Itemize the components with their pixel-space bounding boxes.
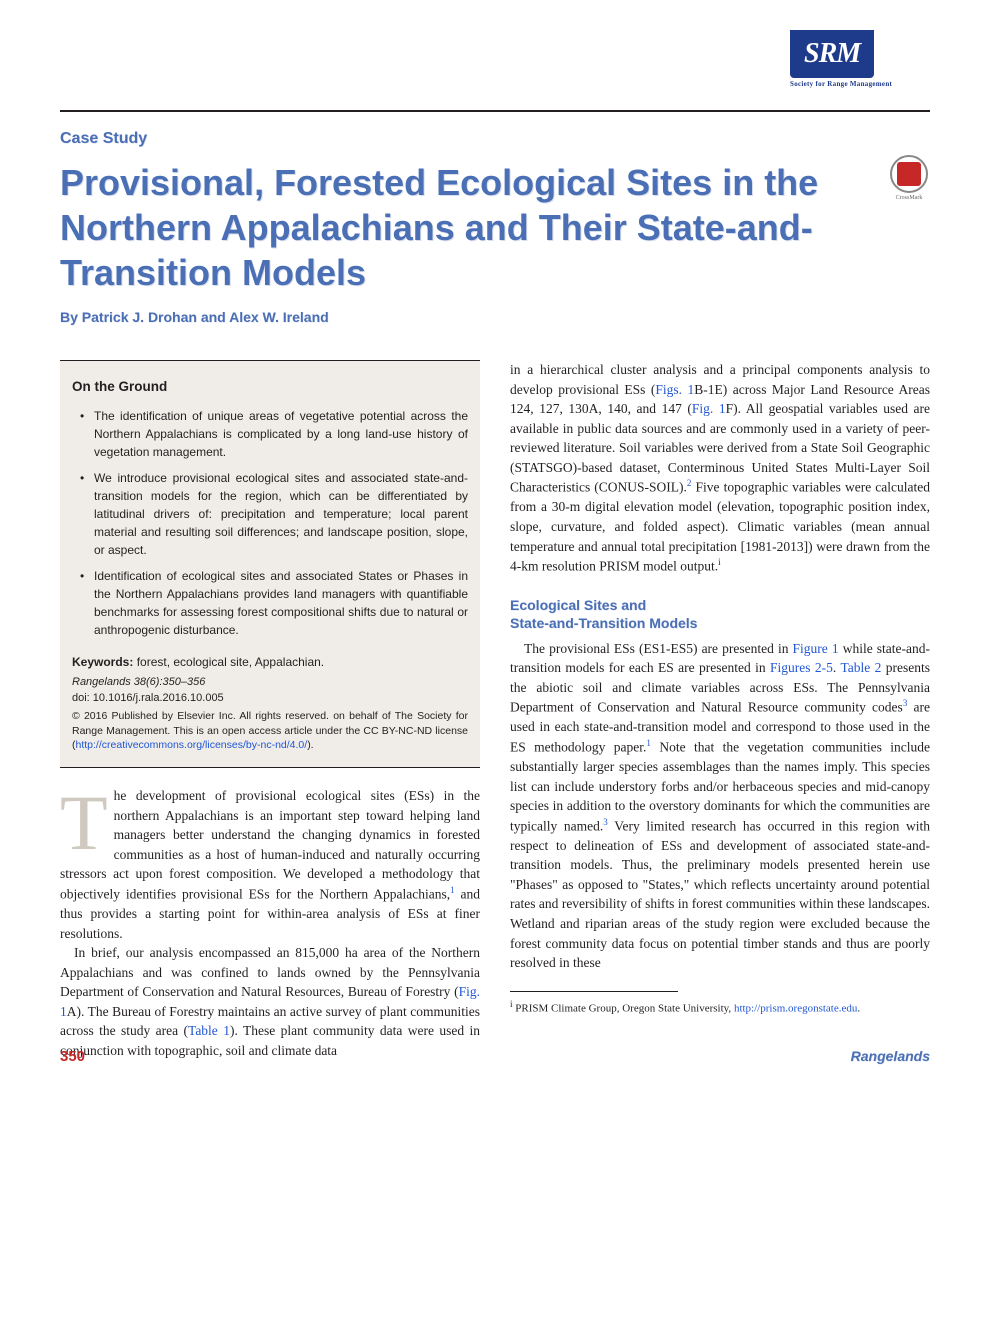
logo-text: SRM <box>790 30 874 78</box>
left-column: On the Ground The identification of uniq… <box>60 360 480 1060</box>
table-1-link[interactable]: Table 1 <box>188 1023 230 1038</box>
p2-text-a: In brief, our analysis encompassed an 81… <box>60 945 480 999</box>
figs-1b-link[interactable]: Figs. 1 <box>655 382 694 397</box>
license-link[interactable]: http://creativecommons.org/licenses/by-n… <box>76 739 308 751</box>
figure-1-link[interactable]: Figure 1 <box>793 641 839 656</box>
article-type: Case Study <box>60 130 930 148</box>
table-2-link[interactable]: Table 2 <box>840 660 881 675</box>
on-the-ground-list: The identification of unique areas of ve… <box>72 407 468 639</box>
crossmark-icon <box>897 162 921 186</box>
on-the-ground-box: On the Ground The identification of uniq… <box>60 360 480 768</box>
journal-name-footer: Rangelands <box>851 1048 930 1065</box>
keywords-text: forest, ecological site, Appalachian. <box>133 655 324 669</box>
top-rule <box>60 110 930 112</box>
p4-text-a: The provisional ESs (ES1-ES5) are presen… <box>524 641 793 656</box>
doi: doi: 10.1016/j.rala.2016.10.005 <box>72 691 468 706</box>
keywords-line: Keywords: forest, ecological site, Appal… <box>72 653 468 671</box>
page-footer: 350 Rangelands <box>60 1048 930 1065</box>
figures-2-5-link[interactable]: Figures 2-5 <box>770 660 833 675</box>
right-column: in a hierarchical cluster analysis and a… <box>510 360 930 1060</box>
list-item: The identification of unique areas of ve… <box>84 407 468 461</box>
page-number: 350 <box>60 1048 85 1065</box>
citation: Rangelands 38(6):350–356 <box>72 675 468 690</box>
footnote-i-ref[interactable]: i <box>718 557 721 567</box>
list-item: We introduce provisional ecological site… <box>84 469 468 559</box>
two-column-layout: On the Ground The identification of uniq… <box>60 360 930 1060</box>
body-paragraph-3: in a hierarchical cluster analysis and a… <box>510 360 930 576</box>
journal-logo: SRM Society for Range Management <box>790 30 930 100</box>
keywords-label: Keywords: <box>72 655 133 669</box>
footnote-marker: i <box>510 999 513 1009</box>
p1-text-a: he development of provisional ecological… <box>60 788 480 901</box>
prism-link[interactable]: http://prism.oregonstate.edu <box>734 1002 857 1014</box>
logo-subtitle: Society for Range Management <box>790 80 930 88</box>
copyright-text-b: ). <box>307 739 313 751</box>
section-head-line1: Ecological Sites and <box>510 597 646 613</box>
footnote-rule <box>510 991 678 992</box>
footnote-text-b: . <box>857 1002 860 1014</box>
body-paragraph-4: The provisional ESs (ES1-ES5) are presen… <box>510 639 930 973</box>
section-head-line2: State-and-Transition Models <box>510 615 697 631</box>
crossmark-badge[interactable]: CrossMark <box>890 155 928 193</box>
footnote: i PRISM Climate Group, Oregon State Univ… <box>510 998 930 1017</box>
body-paragraph-2: In brief, our analysis encompassed an 81… <box>60 943 480 1060</box>
copyright: © 2016 Published by Elsevier Inc. All ri… <box>72 709 468 753</box>
list-item: Identification of ecological sites and a… <box>84 567 468 639</box>
fig-1f-link[interactable]: Fig. 1 <box>692 401 726 416</box>
page-container: SRM Society for Range Management Case St… <box>0 0 990 1100</box>
authors: By Patrick J. Drohan and Alex W. Ireland <box>60 309 930 325</box>
crossmark-label: CrossMark <box>892 195 926 201</box>
body-paragraph-1: The development of provisional ecologica… <box>60 786 480 943</box>
on-the-ground-title: On the Ground <box>72 377 468 397</box>
p4-text-g: Very limited research has occurred in th… <box>510 818 930 970</box>
dropcap-t: T <box>60 786 114 856</box>
footnote-text-a: PRISM Climate Group, Oregon State Univer… <box>515 1002 734 1014</box>
article-title: Provisional, Forested Ecological Sites i… <box>60 160 930 295</box>
section-heading: Ecological Sites and State-and-Transitio… <box>510 596 930 632</box>
